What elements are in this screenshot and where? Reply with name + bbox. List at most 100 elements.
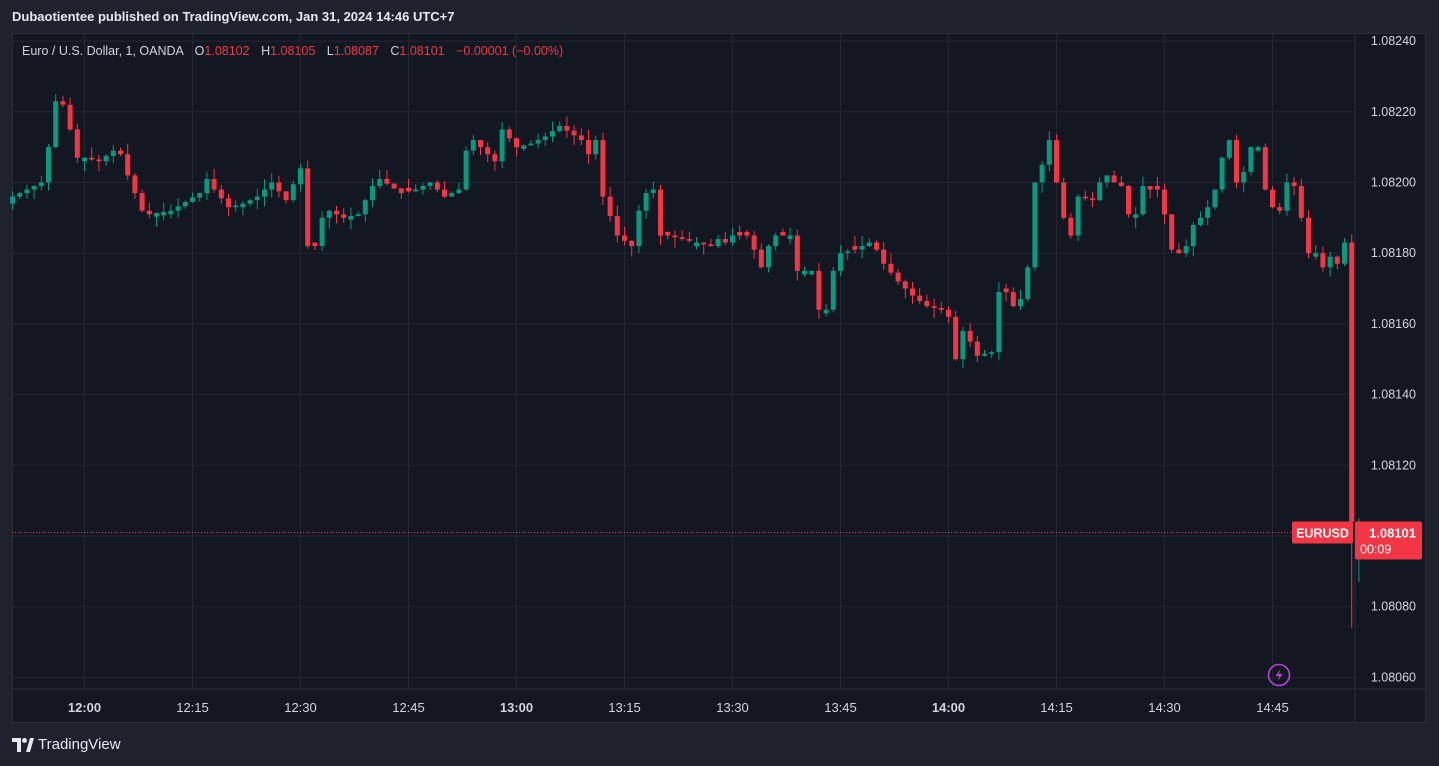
candle-body [1306,217,1311,254]
candle-body [283,191,289,201]
candle-body [902,281,908,289]
candle-body [233,205,239,208]
candle-body [982,353,987,356]
y-tick-label: 1.08160 [1371,317,1416,331]
candle-body [665,231,671,236]
candle-body [46,147,51,183]
candle-body [146,210,152,215]
lightning-icon-ring [1267,663,1291,687]
legend-close-value: 1.08101 [399,44,445,58]
candle-body [1198,217,1203,225]
candle-body [1090,198,1095,201]
candle-body [614,216,620,236]
x-tick-label: 14:45 [1256,700,1289,715]
x-tick-label: 14:15 [1040,700,1073,715]
y-tick-label: 1.08200 [1371,175,1416,189]
candle-body [758,249,764,268]
legend-high-label: H [261,44,271,58]
lightning-icon[interactable] [1267,663,1291,687]
x-tick-label: 13:00 [500,700,533,715]
candle-body [650,189,656,194]
candle-body [182,201,188,207]
candle-body [802,270,807,275]
y-tick-label: 1.08240 [1371,34,1416,48]
candle-body [1277,207,1283,211]
candle-body [17,193,23,197]
candle-body [1032,182,1038,268]
tradingview-brand[interactable]: TradingView [12,736,121,753]
candle-body [953,316,959,360]
candle-body [1190,224,1196,247]
y-tick-label: 1.08220 [1371,105,1416,119]
candle-body [1075,196,1081,236]
candle-body [427,182,433,187]
candle-body [1219,157,1225,190]
candle-body [1126,186,1131,215]
candle-body [1025,267,1031,300]
lightning-icon-layer [1267,663,1291,687]
candle-body [218,189,224,199]
candle-body [1320,253,1326,268]
candle-body [845,251,851,254]
candle-body [917,295,923,301]
candle-body [254,196,260,201]
candle-body [629,240,635,247]
legend-high-value: 1.08105 [270,44,316,58]
candle-body [420,186,426,190]
y-tick-label: 1.08120 [1371,458,1416,472]
candle-body [1111,175,1117,183]
x-tick-label: 12:00 [68,700,101,715]
candle-body [571,130,577,136]
symbol-badge [1292,521,1353,544]
legend-change: −0.00001 (−0.00%) [456,44,564,58]
candle-body [434,182,440,190]
candle-body [1154,186,1160,190]
candle-body [658,189,663,236]
candle-body [557,125,563,132]
candle-body [175,206,181,211]
candle-body [730,235,735,243]
candle-body [1176,249,1182,254]
candle-body [1068,217,1074,236]
candle-body [10,196,15,204]
y-tick-label: 1.08060 [1371,670,1416,684]
candle-body [780,231,786,236]
candle-body [744,231,750,236]
y-tick-label: 1.08180 [1371,246,1416,260]
candle-body [348,216,354,220]
candle-body [1205,207,1211,218]
candle-body [139,193,145,211]
candle-body [989,352,995,354]
x-tick-label: 14:30 [1148,700,1181,715]
candle-body [269,182,275,190]
candle-body [787,235,793,240]
x-tick-label: 14:00 [932,700,965,715]
candle-body [240,203,246,208]
legend-low-value: 1.08087 [333,44,379,58]
x-tick-label: 13:30 [716,700,749,715]
candle-body [578,135,584,141]
candle-body [370,186,375,201]
candle-body [413,189,419,192]
candle-body [38,182,44,187]
candle-body [456,189,462,194]
candle-body [1054,140,1059,183]
candle-body [751,235,757,250]
candle-body [672,235,678,238]
candle-body [737,231,743,236]
candle-body [470,140,476,151]
candle-body [1183,246,1189,254]
y-tick-label: 1.08140 [1371,388,1416,402]
candle-body [586,140,591,155]
x-tick-label: 13:15 [608,700,641,715]
candle-body [442,189,447,197]
candle-body [190,197,195,202]
candle-body [1097,182,1103,201]
brand-name: TradingView [38,736,121,753]
candle-body [910,288,915,296]
candle-body [132,175,138,194]
candle-body [859,246,865,250]
candle-body [1046,140,1052,165]
chart-frame[interactable] [12,33,1426,723]
